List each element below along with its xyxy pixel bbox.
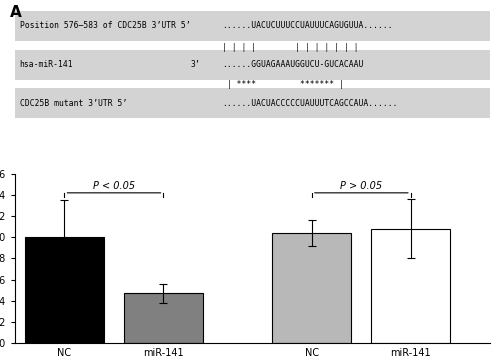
Bar [25,237,104,343]
Bar [372,229,450,343]
FancyBboxPatch shape [15,11,490,41]
Text: CDC25B mutant 3’UTR 5’: CDC25B mutant 3’UTR 5’ [20,99,127,108]
Text: Position 576–583 of CDC25B 3’UTR 5’: Position 576–583 of CDC25B 3’UTR 5’ [20,21,190,30]
Text: ......UACUACCCCCUAUUUTCAGCCAUA......: ......UACUACCCCCUAUUUTCAGCCAUA...... [222,99,397,108]
Text: P < 0.05: P < 0.05 [93,181,135,191]
Text: P > 0.05: P > 0.05 [340,181,382,191]
Text: 3’: 3’ [191,60,200,69]
Text: ......GGUAGAAAUGGUCU-GUCACAAU: ......GGUAGAAAUGGUCU-GUCACAAU [222,60,363,69]
Text: | ****         ******* |: | **** ******* | [222,80,344,89]
Text: A: A [10,5,22,21]
FancyBboxPatch shape [15,49,490,80]
Text: ......UACUCUUUCCUAUUUCAGUGUUA......: ......UACUCUUUCCUAUUUCAGUGUUA...... [222,21,392,30]
Bar [124,293,203,343]
Text: | | | |        | | | | | | |: | | | | | | | | | | | [222,43,358,52]
Bar [272,233,351,343]
Text: hsa-miR-141: hsa-miR-141 [20,60,74,69]
FancyBboxPatch shape [15,88,490,118]
